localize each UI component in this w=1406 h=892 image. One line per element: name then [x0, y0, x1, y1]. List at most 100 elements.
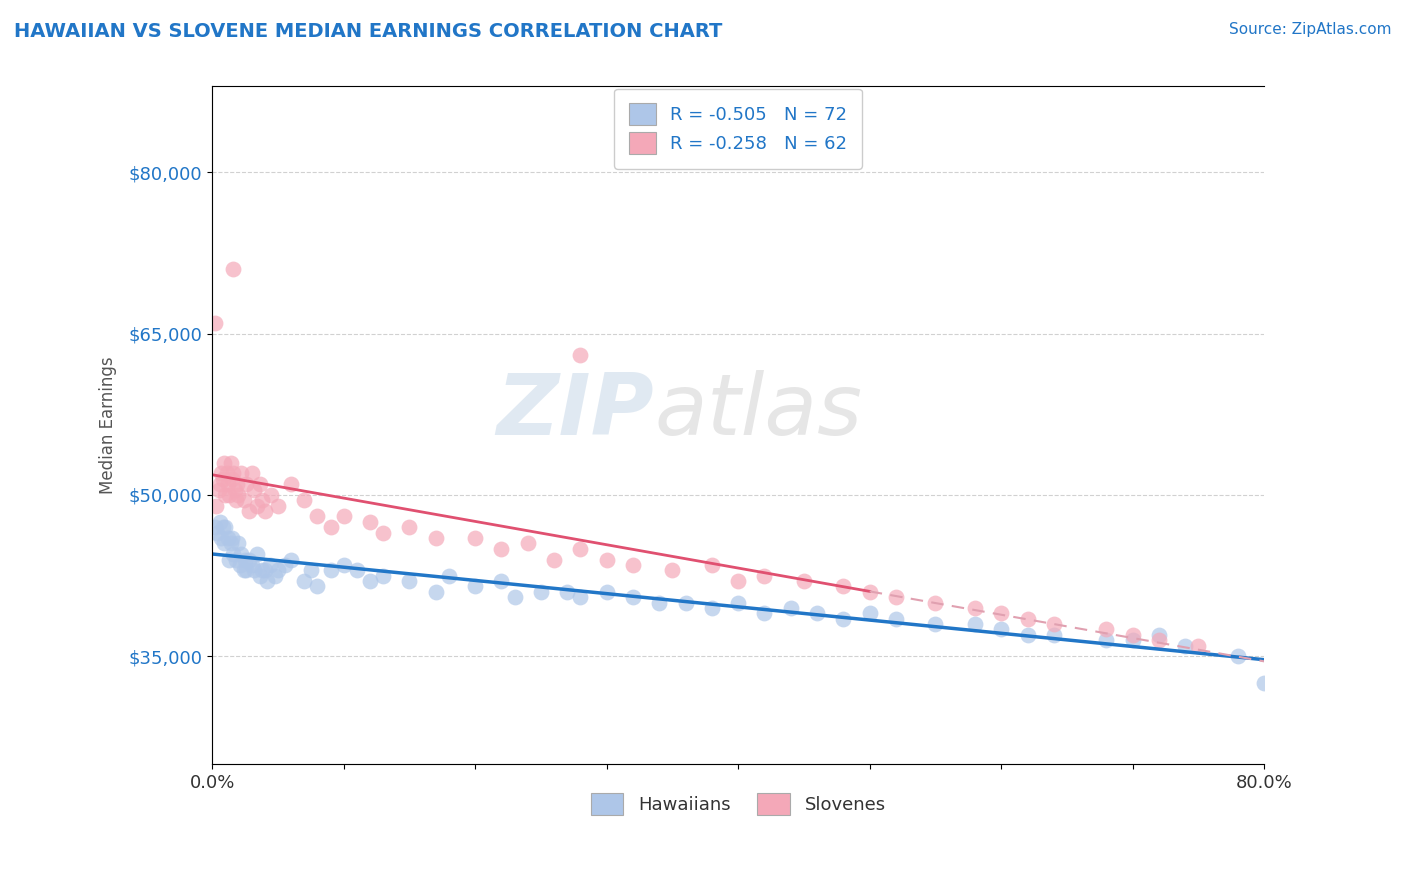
Point	[253, 563, 276, 577]
Point	[208, 483, 231, 497]
Point	[212, 536, 235, 550]
Point	[209, 467, 232, 481]
Point	[1147, 628, 1170, 642]
Point	[226, 477, 249, 491]
Point	[990, 607, 1012, 621]
Point	[359, 574, 381, 588]
Point	[1095, 623, 1118, 637]
Point	[209, 531, 232, 545]
Point	[884, 590, 907, 604]
Text: HAWAIIAN VS SLOVENE MEDIAN EARNINGS CORRELATION CHART: HAWAIIAN VS SLOVENE MEDIAN EARNINGS CORR…	[14, 22, 723, 41]
Point	[924, 595, 946, 609]
Point	[596, 584, 619, 599]
Point	[243, 483, 266, 497]
Point	[859, 584, 882, 599]
Point	[621, 558, 644, 572]
Point	[516, 536, 538, 550]
Point	[238, 504, 260, 518]
Point	[260, 488, 283, 502]
Point	[373, 568, 395, 582]
Point	[806, 607, 828, 621]
Point	[398, 574, 420, 588]
Point	[224, 483, 246, 497]
Point	[1187, 639, 1209, 653]
Point	[238, 552, 260, 566]
Point	[963, 601, 986, 615]
Point	[319, 520, 342, 534]
Point	[332, 509, 354, 524]
Point	[219, 456, 242, 470]
Point	[1122, 628, 1144, 642]
Point	[212, 456, 235, 470]
Point	[754, 568, 776, 582]
Point	[963, 617, 986, 632]
Point	[700, 558, 723, 572]
Point	[207, 525, 229, 540]
Point	[218, 488, 240, 502]
Point	[267, 563, 290, 577]
Point	[204, 316, 226, 330]
Point	[307, 579, 329, 593]
Point	[1017, 628, 1039, 642]
Point	[530, 584, 553, 599]
Point	[779, 601, 801, 615]
Point	[280, 477, 302, 491]
Point	[222, 547, 245, 561]
Point	[1174, 639, 1197, 653]
Point	[648, 595, 671, 609]
Point	[373, 525, 395, 540]
Point	[569, 590, 592, 604]
Point	[280, 552, 302, 566]
Point	[299, 563, 322, 577]
Point	[249, 477, 271, 491]
Point	[727, 595, 749, 609]
Point	[398, 520, 420, 534]
Point	[211, 520, 233, 534]
Point	[437, 568, 460, 582]
Point	[211, 472, 233, 486]
Point	[859, 607, 882, 621]
Point	[209, 515, 232, 529]
Point	[217, 531, 239, 545]
Point	[221, 531, 243, 545]
Point	[596, 552, 619, 566]
Point	[250, 563, 273, 577]
Point	[222, 262, 245, 277]
Legend: Hawaiians, Slovenes: Hawaiians, Slovenes	[583, 786, 893, 822]
Point	[491, 574, 513, 588]
Point	[491, 541, 513, 556]
Point	[256, 574, 278, 588]
Point	[215, 467, 238, 481]
Point	[569, 541, 592, 556]
Point	[1043, 628, 1066, 642]
Point	[464, 579, 486, 593]
Point	[204, 520, 226, 534]
Point	[1226, 649, 1249, 664]
Point	[1122, 633, 1144, 648]
Point	[214, 488, 236, 502]
Point	[205, 499, 228, 513]
Point	[884, 612, 907, 626]
Point	[793, 574, 815, 588]
Text: ZIP: ZIP	[496, 370, 654, 453]
Point	[555, 584, 578, 599]
Point	[222, 467, 245, 481]
Point	[727, 574, 749, 588]
Point	[225, 493, 247, 508]
Point	[503, 590, 526, 604]
Point	[232, 493, 254, 508]
Point	[235, 477, 257, 491]
Point	[267, 499, 290, 513]
Text: Source: ZipAtlas.com: Source: ZipAtlas.com	[1229, 22, 1392, 37]
Point	[675, 595, 697, 609]
Point	[464, 531, 486, 545]
Point	[1253, 676, 1275, 690]
Point	[219, 536, 242, 550]
Point	[700, 601, 723, 615]
Point	[346, 563, 368, 577]
Point	[425, 584, 447, 599]
Point	[425, 531, 447, 545]
Point	[307, 509, 329, 524]
Point	[217, 477, 239, 491]
Point	[1147, 633, 1170, 648]
